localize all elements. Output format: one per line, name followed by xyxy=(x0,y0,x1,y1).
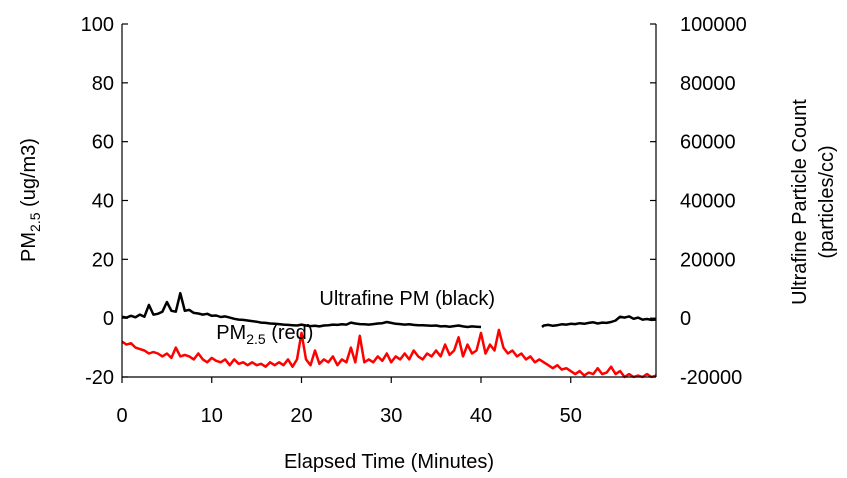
x-tick-label: 50 xyxy=(560,405,582,427)
y-left-tick-label: -20 xyxy=(85,367,114,389)
y-right-tick-label: 0 xyxy=(680,308,691,330)
x-tick-label: 40 xyxy=(470,405,492,427)
x-tick-label: 20 xyxy=(290,405,312,427)
x-axis-label: Elapsed Time (Minutes) xyxy=(284,451,494,473)
x-tick-label: 0 xyxy=(116,405,127,427)
y-right-tick-label: 20000 xyxy=(680,249,736,271)
annotation-pm25: PM2.5 (red) xyxy=(216,322,313,347)
y-right-tick-label: 100000 xyxy=(680,14,747,36)
x-tick-label: 30 xyxy=(380,405,402,427)
y-left-tick-label: 40 xyxy=(92,191,114,213)
series-line-0 xyxy=(121,328,657,379)
y-left-tick-label: 20 xyxy=(92,249,114,271)
y-left-tick-label: 100 xyxy=(81,14,114,36)
y-axis-label-right-line2: (particles/cc) xyxy=(816,145,838,258)
axes xyxy=(121,23,657,383)
plot-area xyxy=(121,291,657,379)
y-left-tick-label: 60 xyxy=(92,132,114,154)
y-left-tick-label: 0 xyxy=(103,308,114,330)
series-line-2 xyxy=(541,315,657,328)
y-axis-label-left: PM2.5 (ug/m3) xyxy=(18,138,43,262)
y-right-tick-label: 40000 xyxy=(680,191,736,213)
tick-labels: -20020406080100-200000200004000060000800… xyxy=(81,14,747,427)
y-right-tick-label: -20000 xyxy=(680,367,742,389)
y-right-tick-label: 60000 xyxy=(680,132,736,154)
annotation-ultrafine: Ultrafine PM (black) xyxy=(319,288,495,310)
y-right-tick-label: 80000 xyxy=(680,73,736,95)
y-axis-label-right-line1: Ultrafine Particle Count xyxy=(789,99,811,305)
x-tick-label: 10 xyxy=(201,405,223,427)
series-line-1 xyxy=(121,291,482,329)
y-left-tick-label: 80 xyxy=(92,73,114,95)
